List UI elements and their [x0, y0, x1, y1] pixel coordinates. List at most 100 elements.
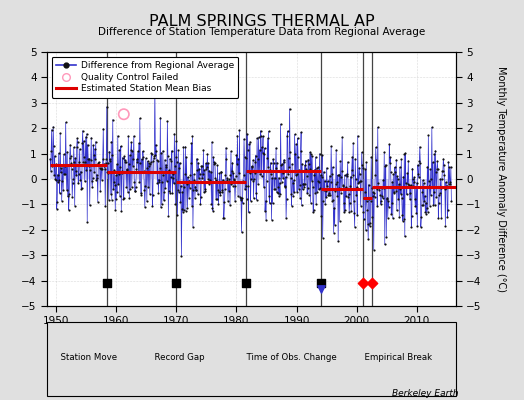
Point: [65, 190, 73, 197]
Point: [249, 157, 257, 163]
Point: [245, 170, 254, 176]
Point: [350, 210, 358, 216]
Point: [308, 178, 316, 184]
Point: [56, 130, 64, 136]
Point: [350, 198, 358, 204]
Point: [119, 195, 128, 201]
Point: [384, 198, 392, 204]
Point: [238, 195, 246, 202]
Point: [172, 138, 181, 144]
Point: [269, 160, 278, 166]
Point: [77, 186, 85, 192]
Point: [187, 140, 195, 147]
Point: [424, 132, 432, 138]
Point: [78, 140, 86, 146]
Point: [298, 202, 306, 209]
Point: [310, 172, 318, 178]
Point: [323, 182, 331, 189]
Point: [343, 173, 352, 180]
Point: [244, 209, 253, 216]
Point: [127, 139, 136, 146]
Point: [241, 154, 249, 160]
Point: [330, 205, 339, 211]
Point: [352, 176, 360, 182]
Point: [254, 181, 262, 188]
Point: [113, 188, 122, 195]
Point: [392, 207, 401, 214]
Point: [362, 159, 370, 166]
Point: [263, 155, 271, 161]
Point: [82, 134, 90, 140]
Point: [140, 204, 149, 210]
Point: [146, 191, 154, 197]
Point: [148, 356, 156, 362]
Point: [288, 161, 296, 167]
Point: [358, 280, 367, 286]
Point: [309, 184, 317, 190]
Point: [367, 154, 375, 160]
Point: [167, 174, 175, 180]
Point: [91, 155, 100, 162]
Point: [185, 185, 194, 191]
Point: [358, 162, 366, 168]
Point: [108, 152, 116, 158]
Point: [340, 200, 348, 206]
Point: [113, 161, 121, 168]
Point: [107, 196, 116, 203]
Y-axis label: Monthly Temperature Anomaly Difference (°C): Monthly Temperature Anomaly Difference (…: [496, 66, 506, 292]
Point: [149, 192, 157, 198]
Point: [92, 138, 100, 145]
Point: [321, 201, 330, 208]
Point: [268, 200, 277, 207]
Point: [276, 121, 285, 127]
Point: [235, 170, 243, 176]
Point: [106, 156, 114, 162]
Point: [117, 208, 125, 214]
Point: [331, 222, 339, 228]
Point: [400, 151, 409, 158]
Point: [200, 189, 208, 196]
Point: [374, 124, 382, 130]
Point: [109, 186, 117, 192]
Point: [328, 171, 336, 178]
Point: [241, 186, 249, 193]
Point: [239, 178, 247, 184]
Point: [216, 188, 224, 195]
Point: [385, 204, 393, 210]
Point: [315, 150, 324, 157]
Point: [345, 200, 354, 206]
Point: [272, 189, 281, 195]
Point: [361, 189, 369, 196]
Point: [442, 179, 450, 186]
Point: [418, 202, 426, 208]
Point: [336, 174, 345, 180]
Point: [381, 162, 390, 168]
Point: [365, 182, 373, 188]
Point: [202, 166, 211, 172]
Point: [56, 190, 64, 196]
Point: [105, 196, 113, 203]
Point: [266, 166, 274, 173]
Point: [152, 148, 160, 154]
Point: [209, 154, 217, 160]
Point: [351, 156, 359, 162]
Point: [399, 173, 408, 180]
Point: [75, 146, 84, 152]
Point: [393, 173, 401, 180]
Point: [95, 162, 103, 168]
Point: [372, 144, 380, 150]
Point: [314, 164, 322, 170]
Point: [277, 178, 286, 185]
Point: [409, 183, 418, 189]
Point: [80, 154, 89, 160]
Point: [273, 159, 281, 166]
Point: [242, 154, 250, 161]
Point: [264, 135, 272, 142]
Point: [217, 169, 226, 176]
Point: [329, 197, 337, 203]
Point: [281, 174, 290, 180]
Point: [292, 170, 301, 177]
Point: [341, 172, 349, 178]
Point: [69, 176, 78, 182]
Point: [434, 166, 442, 172]
